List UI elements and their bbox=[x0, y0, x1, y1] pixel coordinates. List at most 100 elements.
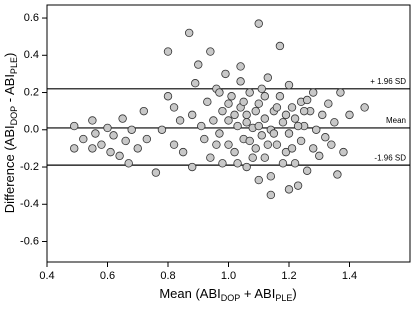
point bbox=[281, 147, 291, 157]
point bbox=[299, 106, 309, 116]
point bbox=[194, 60, 203, 69]
point bbox=[248, 153, 257, 162]
point bbox=[245, 88, 254, 97]
point bbox=[293, 181, 303, 190]
point bbox=[115, 151, 124, 161]
point bbox=[139, 106, 148, 116]
y-tick-label: 0.4 bbox=[24, 49, 39, 61]
point bbox=[169, 103, 179, 112]
point bbox=[312, 125, 321, 134]
point bbox=[266, 190, 276, 200]
point bbox=[88, 144, 97, 153]
point bbox=[157, 125, 167, 134]
point bbox=[212, 140, 221, 149]
point bbox=[254, 99, 263, 108]
point bbox=[242, 162, 251, 172]
point bbox=[309, 144, 318, 153]
point bbox=[245, 136, 254, 146]
point bbox=[209, 116, 218, 125]
point bbox=[70, 144, 79, 153]
point bbox=[302, 166, 312, 175]
point bbox=[224, 116, 233, 125]
point bbox=[260, 153, 269, 162]
reference-label: Mean bbox=[386, 116, 406, 125]
point bbox=[91, 129, 100, 138]
point bbox=[218, 159, 227, 168]
point bbox=[230, 147, 239, 157]
point bbox=[215, 129, 224, 138]
point bbox=[263, 73, 273, 82]
point bbox=[302, 95, 312, 105]
y-axis-label: Difference (ABIDOP - ABIPLE) bbox=[2, 53, 19, 214]
point bbox=[284, 185, 294, 194]
point bbox=[163, 92, 173, 101]
point bbox=[203, 97, 212, 107]
point bbox=[263, 140, 273, 149]
x-axis-label: Mean (ABIDOP + ABIPLE) bbox=[159, 286, 296, 303]
point bbox=[266, 172, 276, 181]
point bbox=[333, 170, 342, 179]
point bbox=[257, 84, 266, 94]
point bbox=[321, 133, 330, 142]
point bbox=[360, 103, 369, 112]
point bbox=[197, 121, 206, 131]
point bbox=[257, 131, 266, 140]
point bbox=[124, 159, 133, 168]
x-tick-label: 0.8 bbox=[160, 270, 175, 282]
point bbox=[187, 110, 197, 120]
point bbox=[296, 136, 306, 146]
point bbox=[272, 140, 282, 149]
reference-label: + 1.96 SD bbox=[370, 77, 406, 86]
point bbox=[97, 140, 106, 149]
y-tick-label: 0.6 bbox=[24, 12, 39, 24]
point bbox=[224, 99, 233, 108]
point bbox=[287, 103, 297, 112]
point bbox=[106, 147, 115, 157]
point bbox=[184, 28, 194, 38]
point bbox=[133, 144, 142, 153]
point bbox=[336, 88, 345, 97]
point bbox=[269, 129, 279, 138]
point bbox=[103, 123, 112, 133]
point bbox=[121, 136, 130, 146]
y-tick-label: 0.0 bbox=[24, 124, 39, 136]
y-tick-label: -0.2 bbox=[20, 161, 39, 173]
point bbox=[315, 151, 324, 161]
point bbox=[260, 92, 269, 101]
point bbox=[230, 110, 239, 120]
point bbox=[284, 80, 294, 90]
point bbox=[318, 110, 327, 120]
point bbox=[175, 116, 185, 125]
y-tick-label: 0.2 bbox=[24, 86, 39, 98]
point bbox=[79, 134, 88, 144]
y-tick-label: -0.6 bbox=[20, 235, 39, 247]
point bbox=[88, 116, 97, 125]
point bbox=[151, 168, 161, 177]
point bbox=[233, 121, 242, 131]
point bbox=[118, 114, 127, 123]
point bbox=[275, 41, 285, 51]
point bbox=[178, 147, 188, 157]
point bbox=[70, 121, 79, 131]
point bbox=[236, 77, 245, 86]
point bbox=[278, 118, 288, 127]
point bbox=[287, 144, 297, 153]
y-tick-label: -0.4 bbox=[20, 198, 39, 210]
point bbox=[109, 131, 118, 140]
x-tick-label: 1.0 bbox=[221, 270, 236, 282]
point bbox=[254, 121, 263, 131]
point bbox=[169, 140, 179, 149]
point bbox=[345, 110, 354, 120]
point bbox=[339, 147, 348, 157]
reference-label: -1.96 SD bbox=[374, 153, 406, 162]
point bbox=[239, 97, 248, 107]
point bbox=[227, 92, 236, 101]
point bbox=[236, 62, 245, 71]
x-tick-label: 1.2 bbox=[281, 270, 296, 282]
point bbox=[260, 114, 269, 123]
point bbox=[191, 79, 200, 88]
point bbox=[284, 129, 294, 138]
point bbox=[275, 92, 285, 101]
point bbox=[281, 110, 291, 120]
